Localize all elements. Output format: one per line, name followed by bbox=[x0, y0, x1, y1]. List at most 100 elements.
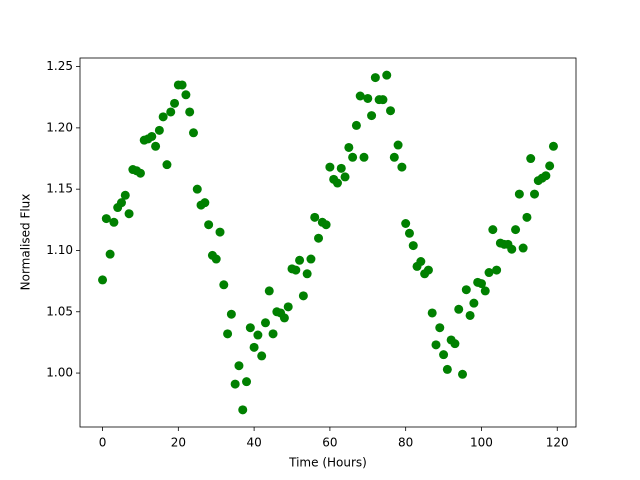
data-point bbox=[367, 111, 377, 121]
data-point bbox=[382, 70, 392, 80]
data-point bbox=[306, 254, 316, 264]
data-point bbox=[260, 318, 270, 328]
data-point bbox=[416, 257, 426, 267]
data-point bbox=[105, 249, 115, 259]
data-point bbox=[454, 304, 464, 314]
x-axis-label: Time (Hours) bbox=[288, 456, 367, 470]
data-point bbox=[135, 168, 145, 178]
data-point bbox=[230, 379, 240, 389]
data-point bbox=[325, 162, 335, 172]
data-point bbox=[511, 225, 521, 235]
data-point bbox=[154, 125, 164, 135]
data-point bbox=[120, 190, 130, 200]
data-point bbox=[548, 141, 558, 151]
x-tick-label: 20 bbox=[171, 436, 186, 450]
data-point bbox=[162, 160, 172, 170]
data-point bbox=[268, 329, 278, 339]
data-point bbox=[291, 265, 301, 275]
data-point bbox=[404, 228, 414, 238]
data-point bbox=[147, 131, 157, 141]
y-tick-label: 1.10 bbox=[46, 243, 73, 257]
x-tick-label: 100 bbox=[470, 436, 493, 450]
data-point bbox=[401, 218, 411, 228]
x-tick-label: 0 bbox=[99, 436, 107, 450]
data-point bbox=[242, 377, 252, 387]
data-point bbox=[435, 323, 445, 333]
data-point bbox=[200, 198, 210, 208]
data-point bbox=[389, 152, 399, 162]
y-tick-label: 1.05 bbox=[46, 304, 73, 318]
data-point bbox=[439, 350, 449, 360]
data-point bbox=[166, 107, 176, 117]
data-point bbox=[461, 285, 471, 295]
data-point bbox=[257, 351, 267, 361]
data-point bbox=[492, 265, 502, 275]
data-point bbox=[458, 369, 468, 379]
data-point bbox=[427, 308, 437, 318]
data-point bbox=[116, 198, 126, 208]
data-point bbox=[507, 244, 517, 254]
y-tick-label: 1.15 bbox=[46, 182, 73, 196]
data-point bbox=[151, 141, 161, 151]
x-tick-label: 80 bbox=[398, 436, 413, 450]
data-point bbox=[469, 298, 479, 308]
data-point bbox=[98, 275, 108, 285]
data-point bbox=[124, 209, 134, 219]
data-point bbox=[170, 98, 180, 108]
data-point bbox=[431, 340, 441, 350]
data-point bbox=[397, 162, 407, 172]
y-tick-label: 1.00 bbox=[46, 366, 73, 380]
data-point bbox=[363, 93, 373, 103]
data-point bbox=[332, 178, 342, 188]
data-point bbox=[158, 112, 168, 122]
x-tick-label: 40 bbox=[246, 436, 261, 450]
data-point bbox=[321, 220, 331, 230]
data-point bbox=[488, 225, 498, 235]
data-point bbox=[476, 279, 486, 289]
x-tick-label: 60 bbox=[322, 436, 337, 450]
data-point bbox=[351, 120, 361, 130]
x-tick-label: 120 bbox=[546, 436, 569, 450]
data-point bbox=[514, 189, 524, 199]
data-point bbox=[185, 107, 195, 117]
data-point bbox=[226, 309, 236, 319]
data-point bbox=[484, 268, 494, 278]
data-point bbox=[219, 280, 229, 290]
data-point bbox=[423, 265, 433, 275]
data-point bbox=[188, 128, 198, 138]
data-point bbox=[264, 286, 274, 296]
data-point bbox=[545, 161, 555, 171]
data-point bbox=[314, 233, 324, 243]
data-point bbox=[238, 405, 248, 415]
y-tick-label: 1.20 bbox=[46, 120, 73, 134]
data-point bbox=[234, 361, 244, 371]
data-point bbox=[109, 217, 119, 227]
data-point bbox=[181, 90, 191, 100]
data-point bbox=[340, 172, 350, 182]
data-point bbox=[355, 91, 365, 101]
data-point bbox=[177, 80, 187, 90]
axes-frame bbox=[79, 57, 577, 428]
data-point bbox=[450, 339, 460, 349]
data-point bbox=[370, 73, 380, 83]
data-point bbox=[344, 142, 354, 152]
data-point bbox=[336, 163, 346, 173]
data-point bbox=[310, 212, 320, 222]
data-point bbox=[192, 184, 202, 194]
data-point bbox=[215, 227, 225, 237]
data-point bbox=[522, 212, 532, 222]
data-point bbox=[378, 95, 388, 105]
data-point bbox=[253, 330, 263, 340]
data-point bbox=[223, 329, 233, 339]
data-point bbox=[541, 171, 551, 181]
data-point bbox=[442, 364, 452, 374]
data-point bbox=[480, 286, 490, 296]
data-point bbox=[465, 310, 475, 320]
data-point bbox=[359, 152, 369, 162]
data-point bbox=[283, 302, 293, 312]
data-point bbox=[245, 323, 255, 333]
data-point bbox=[101, 214, 111, 224]
data-point bbox=[204, 220, 214, 230]
data-point bbox=[298, 291, 308, 301]
